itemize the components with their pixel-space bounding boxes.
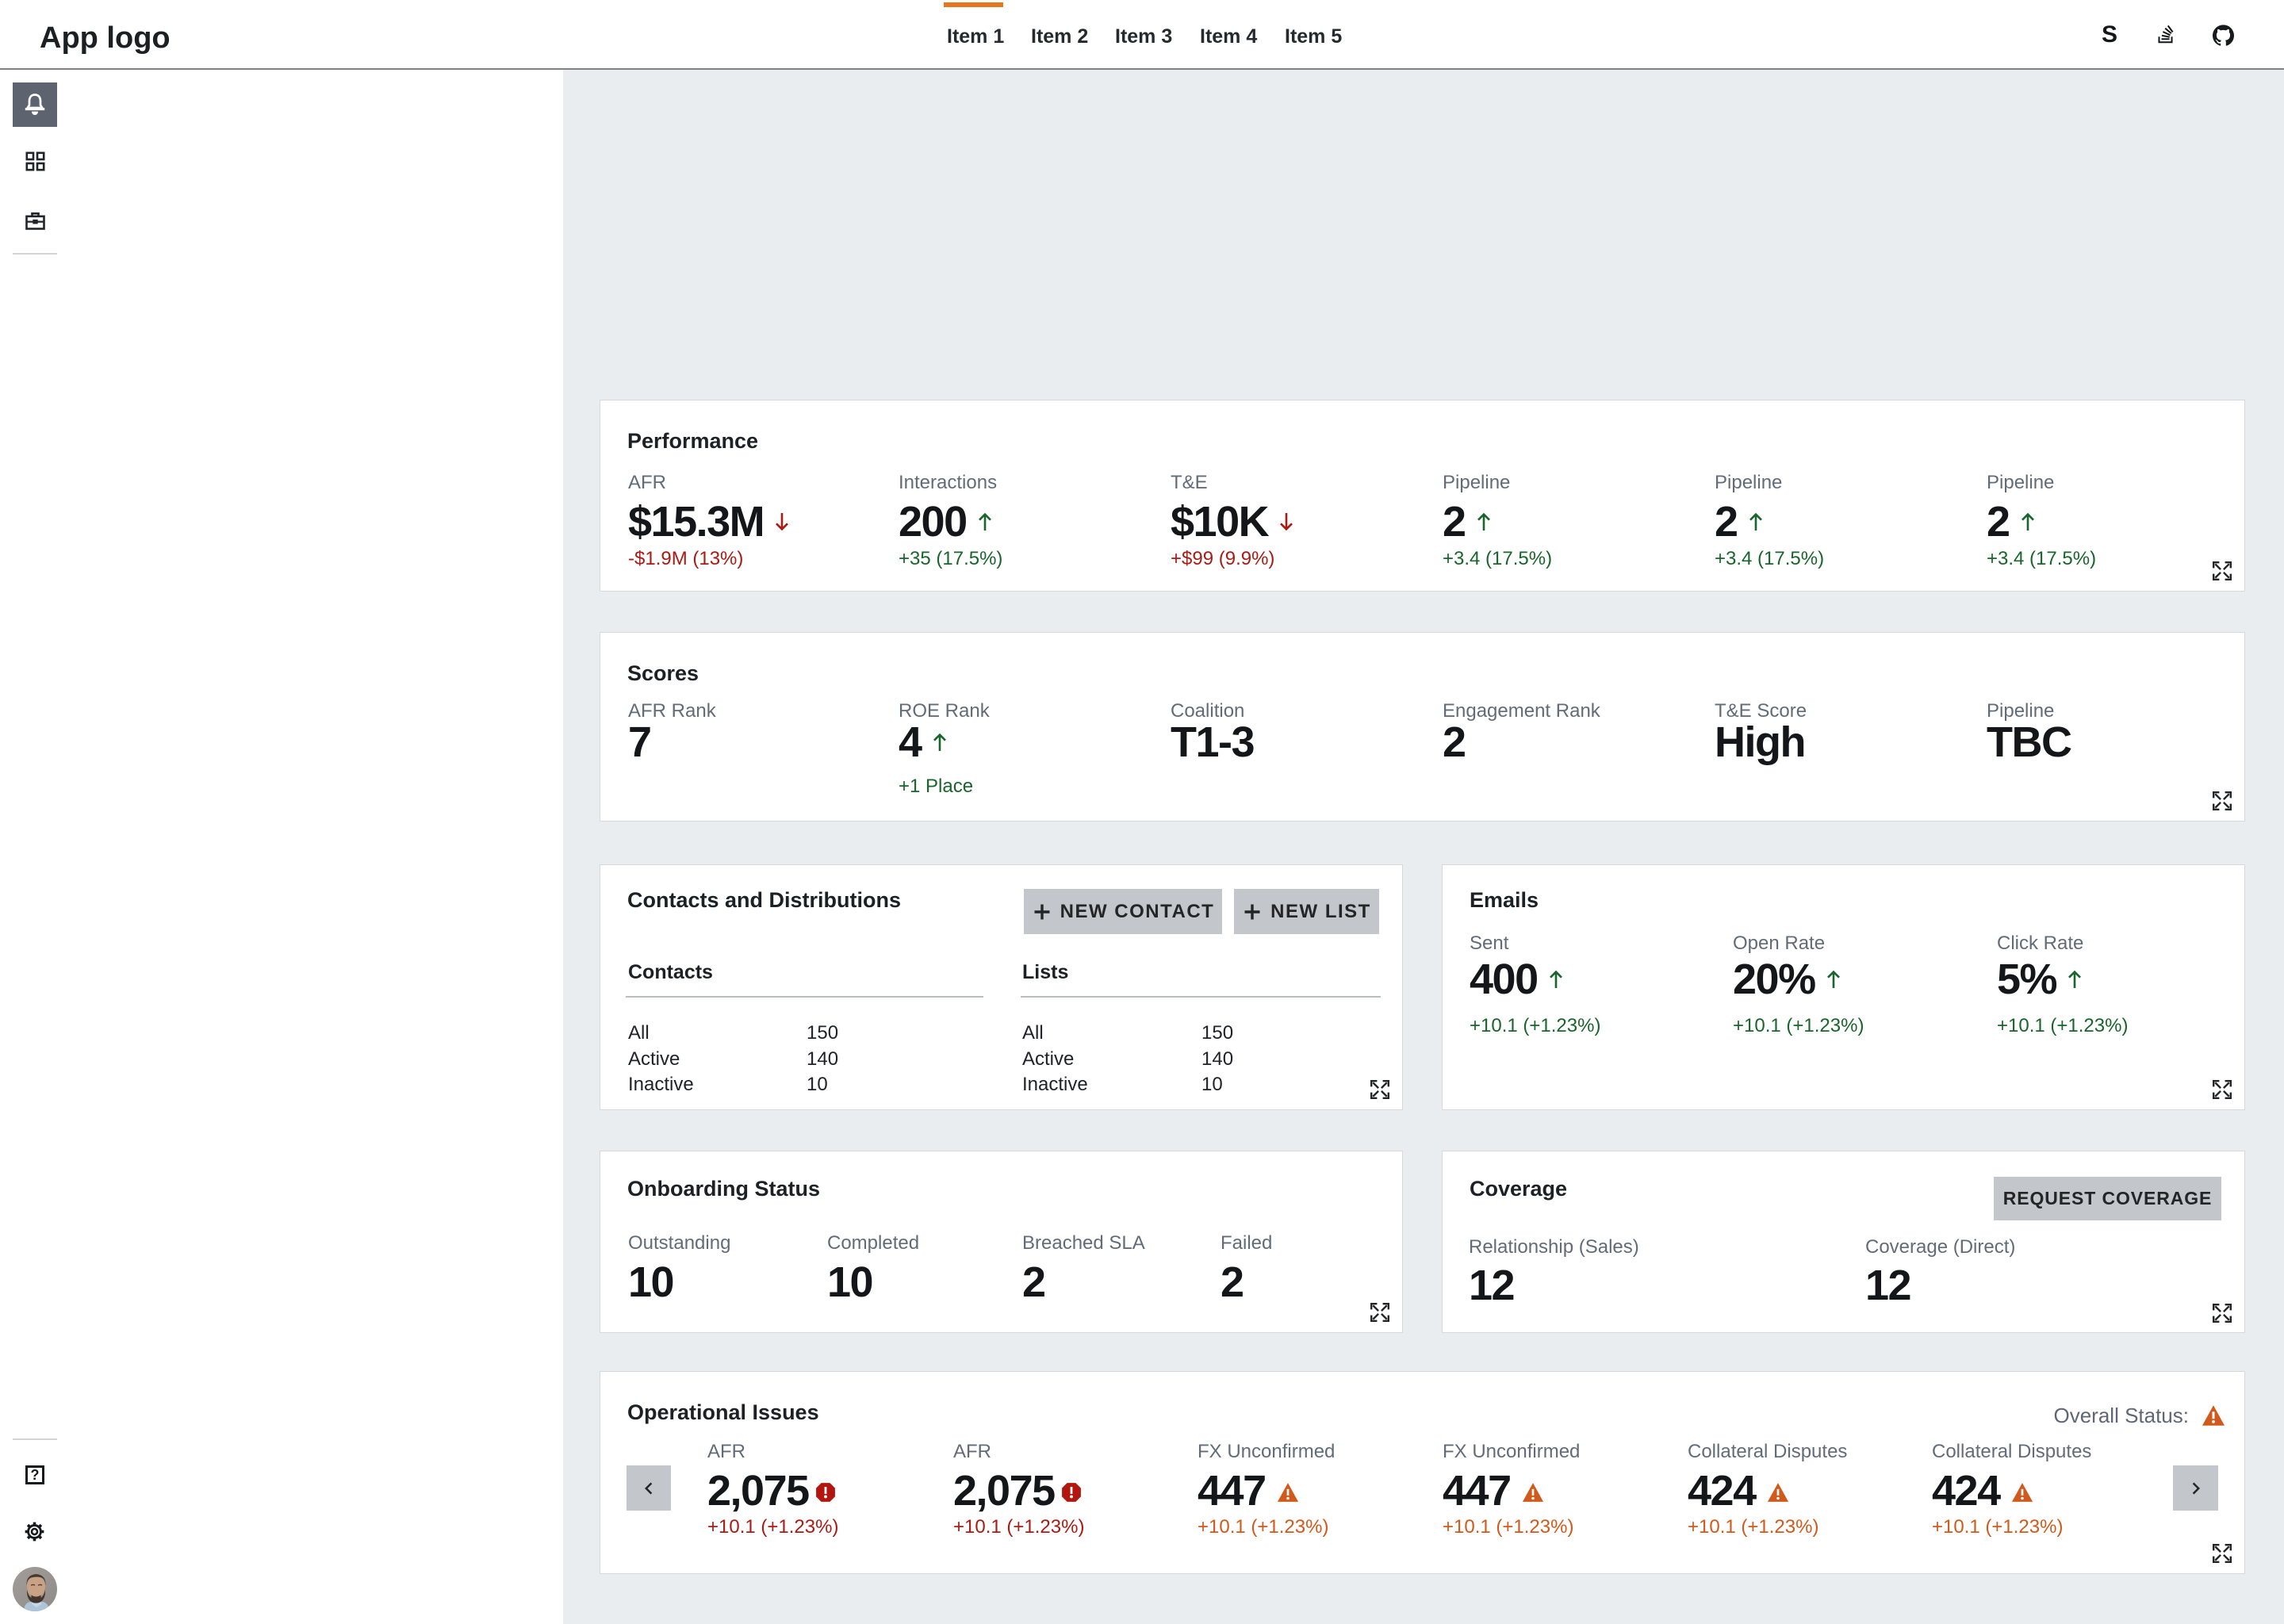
svg-text:?: ? [31, 1467, 40, 1483]
